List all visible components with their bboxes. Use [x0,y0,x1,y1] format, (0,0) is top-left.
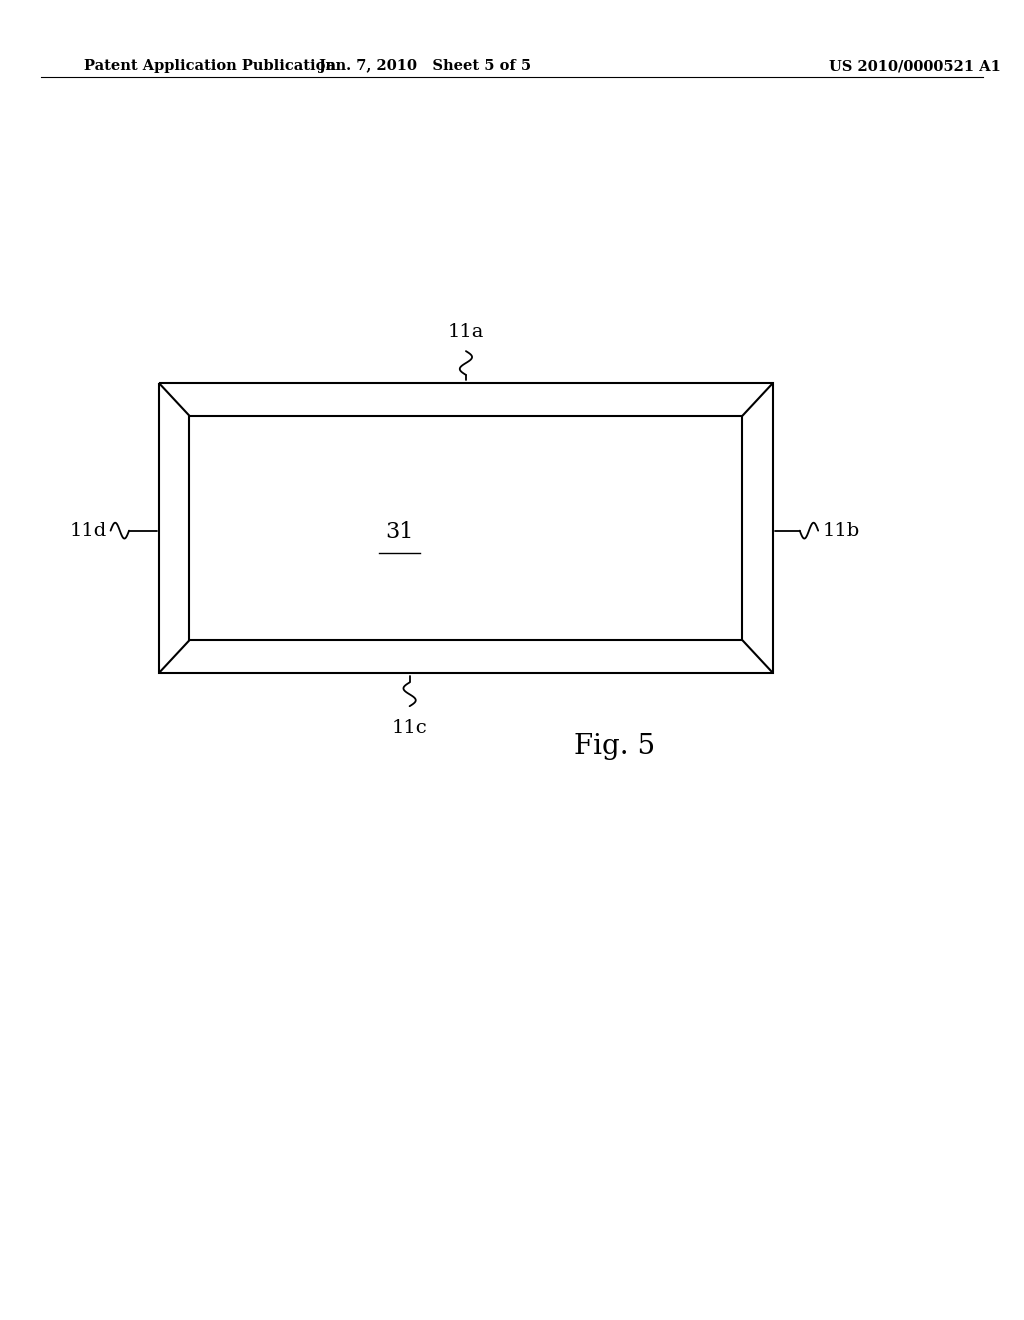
Text: 11b: 11b [822,521,859,540]
Text: Patent Application Publication: Patent Application Publication [84,59,336,74]
Text: 11c: 11c [392,719,427,738]
Text: Fig. 5: Fig. 5 [573,733,655,759]
Text: 31: 31 [385,521,414,543]
Text: 11a: 11a [447,322,484,341]
Text: 11d: 11d [70,521,106,540]
Text: Jan. 7, 2010   Sheet 5 of 5: Jan. 7, 2010 Sheet 5 of 5 [318,59,531,74]
Text: US 2010/0000521 A1: US 2010/0000521 A1 [829,59,1001,74]
